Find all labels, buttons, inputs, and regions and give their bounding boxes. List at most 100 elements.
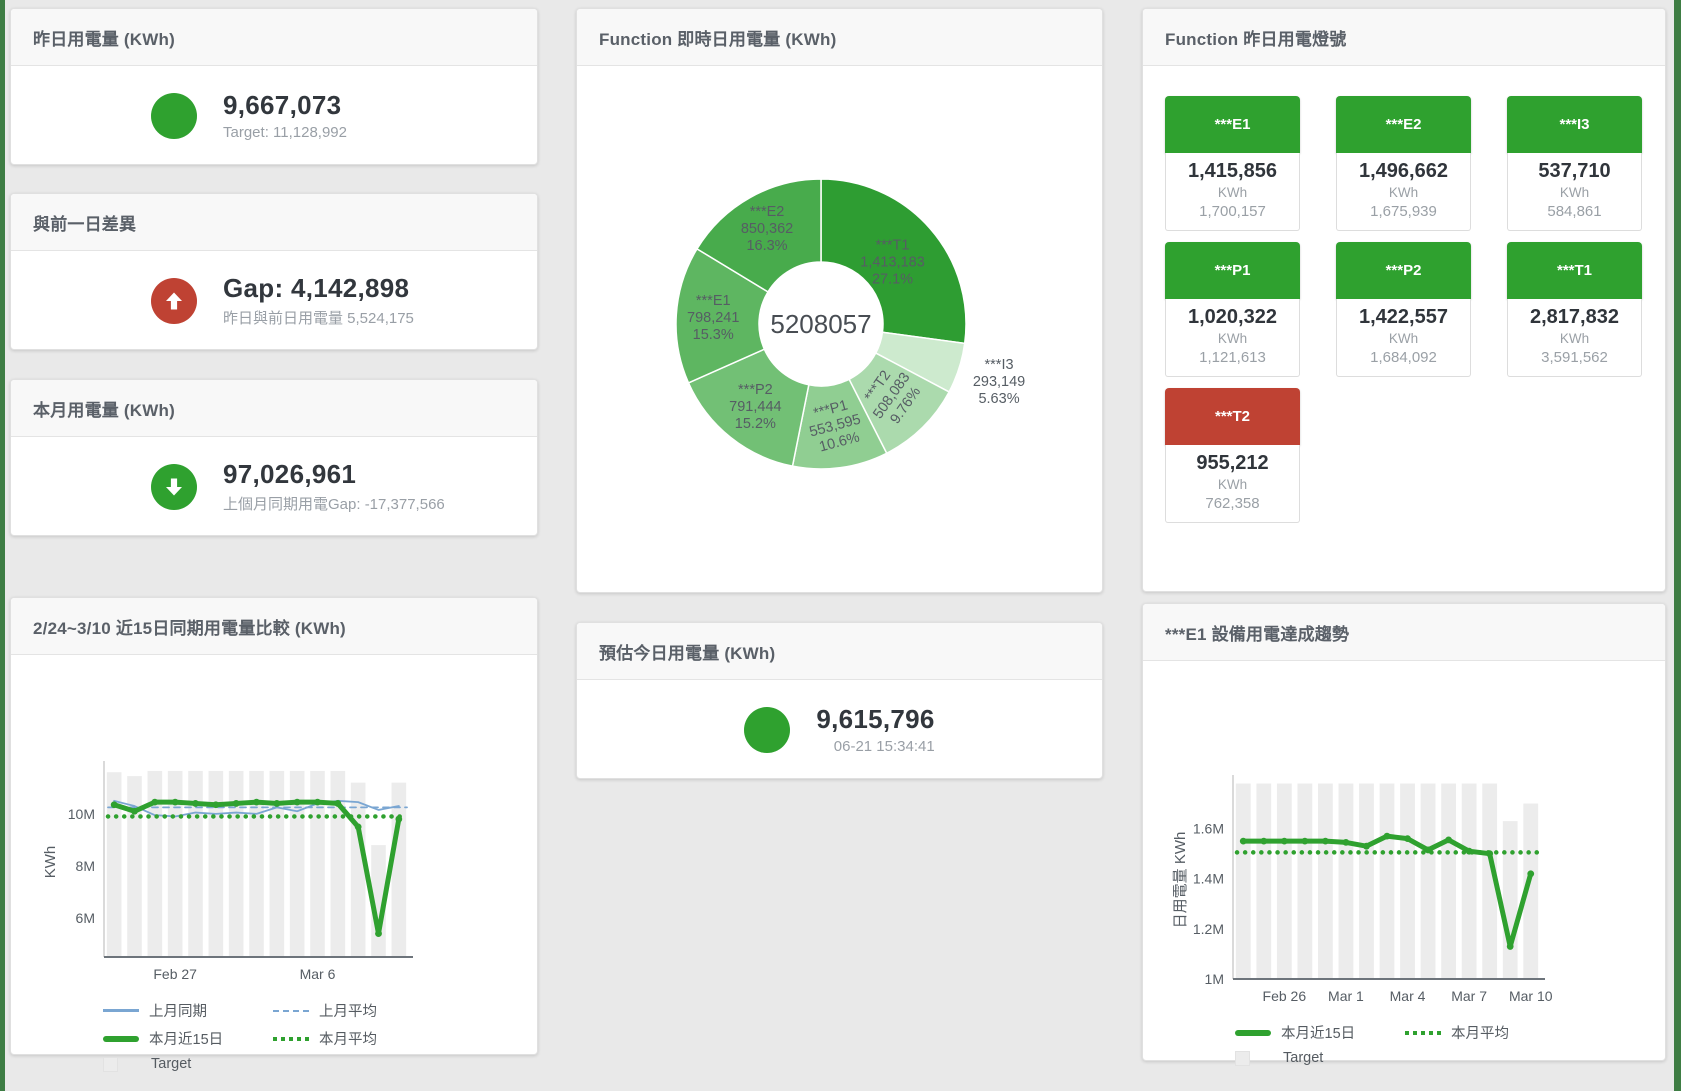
page-edge-accent-left (0, 0, 5, 1091)
legend-item-本月近15日[interactable]: 本月近15日 (1235, 1022, 1405, 1043)
lamp-card-P2: ***P2 1,422,557 KWh 1,684,092 (1336, 242, 1471, 377)
donut-slice-E2[interactable] (695, 178, 822, 293)
panel-e1-trend-chart: ***E1 設備用電達成趨勢 1M 1.2M 1.4M 1.6M Feb 26 Mar 1… (1142, 603, 1666, 1066)
legend-item-本月平均[interactable]: 本月平均 (1405, 1022, 1575, 1043)
donut-chart: ***T1 1,413,183 27.1% ***I3 293,149 5.63% ***T… (675, 178, 1025, 470)
donut-slice-label: ***E1 798,241 15.3% (687, 293, 739, 343)
x-tick-label: Mar 4 (1390, 988, 1426, 1004)
target-bar (1379, 783, 1395, 979)
lamp-card-body: 1,496,662 KWh 1,675,939 (1336, 153, 1471, 231)
legend-label: 本月近15日 (149, 1032, 224, 1048)
legend-swatch-icon (1405, 1030, 1441, 1035)
target-bar (350, 782, 366, 957)
target-bar (1482, 783, 1498, 979)
stat-value: 9,667,073 (223, 90, 342, 120)
x-tick-label: Mar 10 (1509, 988, 1553, 1004)
legend-label: 上月同期 (149, 1004, 207, 1020)
lamp-target: 1,684,092 (1370, 349, 1437, 366)
panel-today-estimate: 預估今日用電量 (KWh) 9,615,796 06-21 15:34:41 (576, 622, 1103, 779)
lamp-card-T2: ***T2 955,212 KWh 762,358 (1165, 388, 1300, 523)
lamp-card-E2: ***E2 1,496,662 KWh 1,675,939 (1336, 96, 1471, 231)
lamp-card-title: ***T2 (1165, 388, 1300, 445)
lamp-card-body: 537,710 KWh 584,861 (1507, 153, 1642, 231)
target-bar (371, 845, 386, 957)
target-bar (1235, 783, 1251, 979)
x-tick-label: Mar 1 (1328, 988, 1364, 1004)
stat-subtitle: Target: 11,128,992 (223, 124, 347, 141)
legend-label: Target (1283, 1050, 1324, 1066)
target-bar (127, 776, 142, 957)
lamp-card-title: ***E1 (1165, 96, 1300, 153)
legend-item-Target[interactable]: Target (103, 1056, 273, 1072)
lamp-card-body: 1,415,856 KWh 1,700,157 (1165, 153, 1300, 231)
target-bar (391, 782, 407, 957)
y-tick-label: 1.2M (1193, 921, 1224, 937)
legend-label: 本月平均 (1451, 1026, 1509, 1042)
e1-trend-chart: 1M 1.2M 1.4M 1.6M Feb 26 Mar 1 Mar 4 Mar 7 Mar 1… (1172, 775, 1553, 1004)
x-tick-label: Mar 6 (300, 966, 336, 982)
panel-month-usage: 本月用電量 (KWh) 97,026,961 上個月同期用電Gap: -17,3… (10, 379, 538, 536)
target-bar (1400, 783, 1415, 979)
legend-item-上月同期[interactable]: 上月同期 (103, 1000, 273, 1021)
donut-slice-label: ***P2 791,444 15.2% (729, 382, 781, 432)
target-bar (1338, 783, 1354, 979)
lamp-unit: KWh (1559, 185, 1590, 200)
lamp-card-title: ***I3 (1507, 96, 1642, 153)
donut-slice-T1[interactable] (820, 178, 967, 345)
legend-swatch-icon (103, 1056, 118, 1072)
panel-header: 昨日用電量 (KWh) (11, 9, 537, 66)
lamp-card-T1: ***T1 2,817,832 KWh 3,591,562 (1507, 242, 1642, 377)
lamp-unit: KWh (1217, 331, 1248, 346)
panel-title: 昨日用電量 (KWh) (33, 29, 175, 49)
lamp-target: 1,700,157 (1199, 203, 1266, 220)
lamp-card-title: ***E2 (1336, 96, 1471, 153)
lamp-card-I3: ***I3 537,710 KWh 584,861 (1507, 96, 1642, 231)
stat-value: Gap: 4,142,898 (223, 273, 410, 303)
target-bar (228, 770, 244, 957)
panel-title: 預估今日用電量 (KWh) (599, 643, 776, 663)
series-line-上月同期 (113, 799, 400, 818)
panel-title: Function 即時日用電量 (KWh) (599, 29, 837, 49)
legend-item-上月平均[interactable]: 上月平均 (273, 1000, 443, 1021)
lamp-card-body: 955,212 KWh 762,358 (1165, 445, 1300, 523)
target-bar (1318, 783, 1333, 979)
legend-swatch-icon (273, 1036, 309, 1041)
chart-legend: 本月近15日 本月平均 Target (1235, 1022, 1665, 1066)
x-tick-label: Mar 7 (1451, 988, 1487, 1004)
status-circle-green-icon (744, 706, 791, 753)
target-bar (1359, 783, 1374, 979)
stat-body: 9,615,796 06-21 15:34:41 (577, 680, 1102, 779)
stat-subtitle: 昨日與前日用電量 5,524,175 (223, 310, 414, 327)
y-tick-label: 10M (68, 806, 95, 822)
lamp-target: 762,358 (1205, 495, 1260, 512)
stat-body: 9,667,073 Target: 11,128,992 (11, 66, 537, 165)
y-tick-label: 1.4M (1193, 871, 1224, 887)
legend-label: 本月平均 (319, 1032, 377, 1048)
legend-item-本月平均[interactable]: 本月平均 (273, 1028, 443, 1049)
panel-header: Function 昨日用電燈號 (1143, 9, 1665, 66)
chart-body: 6M 8M 10M Feb 27 Mar 6 KWh 上月同期 上月平均 本月近15日 本月平均… (11, 655, 537, 1072)
lamp-unit: KWh (1388, 331, 1419, 346)
stat-body: 97,026,961 上個月同期用電Gap: -17,377,566 (11, 437, 537, 536)
target-bar (188, 770, 203, 957)
lamp-card-title: ***P1 (1165, 242, 1300, 299)
lamp-value: 1,415,856 (1188, 160, 1277, 182)
lamp-card-body: 1,422,557 KWh 1,684,092 (1336, 299, 1471, 377)
donut-slice-label: ***I3 293,149 5.63% (973, 357, 1025, 407)
target-bar (1461, 783, 1477, 979)
target-bar (1420, 783, 1436, 979)
stat-value: 9,615,796 (816, 704, 935, 734)
stat-body: Gap: 4,142,898 昨日與前日用電量 5,524,175 (11, 251, 537, 350)
arrow-up-icon (151, 277, 197, 324)
legend-item-本月近15日[interactable]: 本月近15日 (103, 1028, 273, 1049)
panel-header: 本月用電量 (KWh) (11, 380, 537, 437)
target-bar (1297, 783, 1313, 979)
y-axis-label: KWh (42, 846, 59, 879)
legend-item-Target[interactable]: Target (1235, 1050, 1405, 1066)
legend-swatch-icon (273, 1009, 309, 1012)
target-bar (310, 770, 325, 957)
donut-slice-label: ***T1 1,413,183 27.1% (860, 237, 925, 287)
lamp-value: 537,710 (1538, 160, 1611, 182)
lamp-card-P1: ***P1 1,020,322 KWh 1,121,613 (1165, 242, 1300, 377)
